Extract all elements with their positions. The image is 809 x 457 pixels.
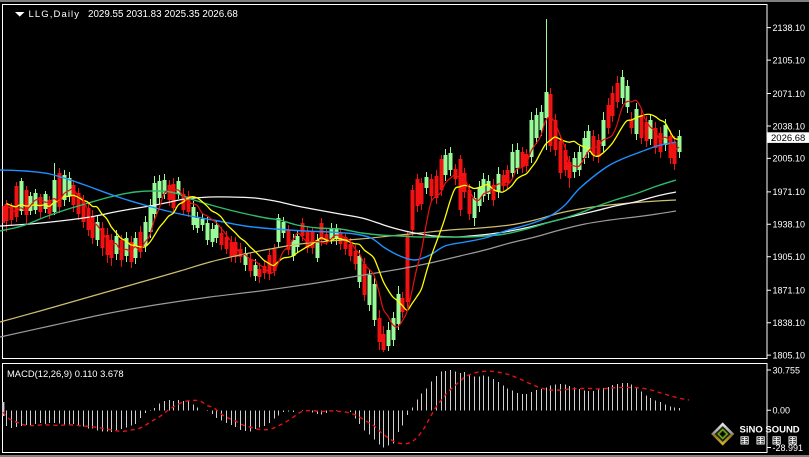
svg-text:2071.10: 2071.10 bbox=[773, 89, 806, 99]
svg-text:LLG,Daily: LLG,Daily bbox=[29, 9, 81, 20]
svg-text:2005.10: 2005.10 bbox=[773, 154, 806, 164]
svg-text:1938.10: 1938.10 bbox=[773, 220, 806, 230]
svg-text:30.755: 30.755 bbox=[773, 365, 801, 375]
svg-text:1971.10: 1971.10 bbox=[773, 187, 806, 197]
svg-text:2038.10: 2038.10 bbox=[773, 121, 806, 131]
svg-text:1871.10: 1871.10 bbox=[773, 286, 806, 296]
svg-text:SiNO SOUND: SiNO SOUND bbox=[740, 425, 800, 436]
svg-text:1805.10: 1805.10 bbox=[773, 350, 806, 360]
svg-text:2029.55 2031.83 2025.35 2026.6: 2029.55 2031.83 2025.35 2026.68 bbox=[88, 9, 238, 20]
svg-text:MACD(12,26,9) 0.110 3.678: MACD(12,26,9) 0.110 3.678 bbox=[7, 368, 124, 379]
svg-text:1838.10: 1838.10 bbox=[773, 318, 806, 328]
svg-text:-28.991: -28.991 bbox=[773, 443, 804, 453]
svg-text:2138.10: 2138.10 bbox=[773, 23, 806, 33]
svg-text:0.00: 0.00 bbox=[773, 406, 791, 416]
svg-text:1905.10: 1905.10 bbox=[773, 252, 806, 262]
svg-text:2026.68: 2026.68 bbox=[771, 133, 805, 144]
svg-text:2105.10: 2105.10 bbox=[773, 55, 806, 65]
